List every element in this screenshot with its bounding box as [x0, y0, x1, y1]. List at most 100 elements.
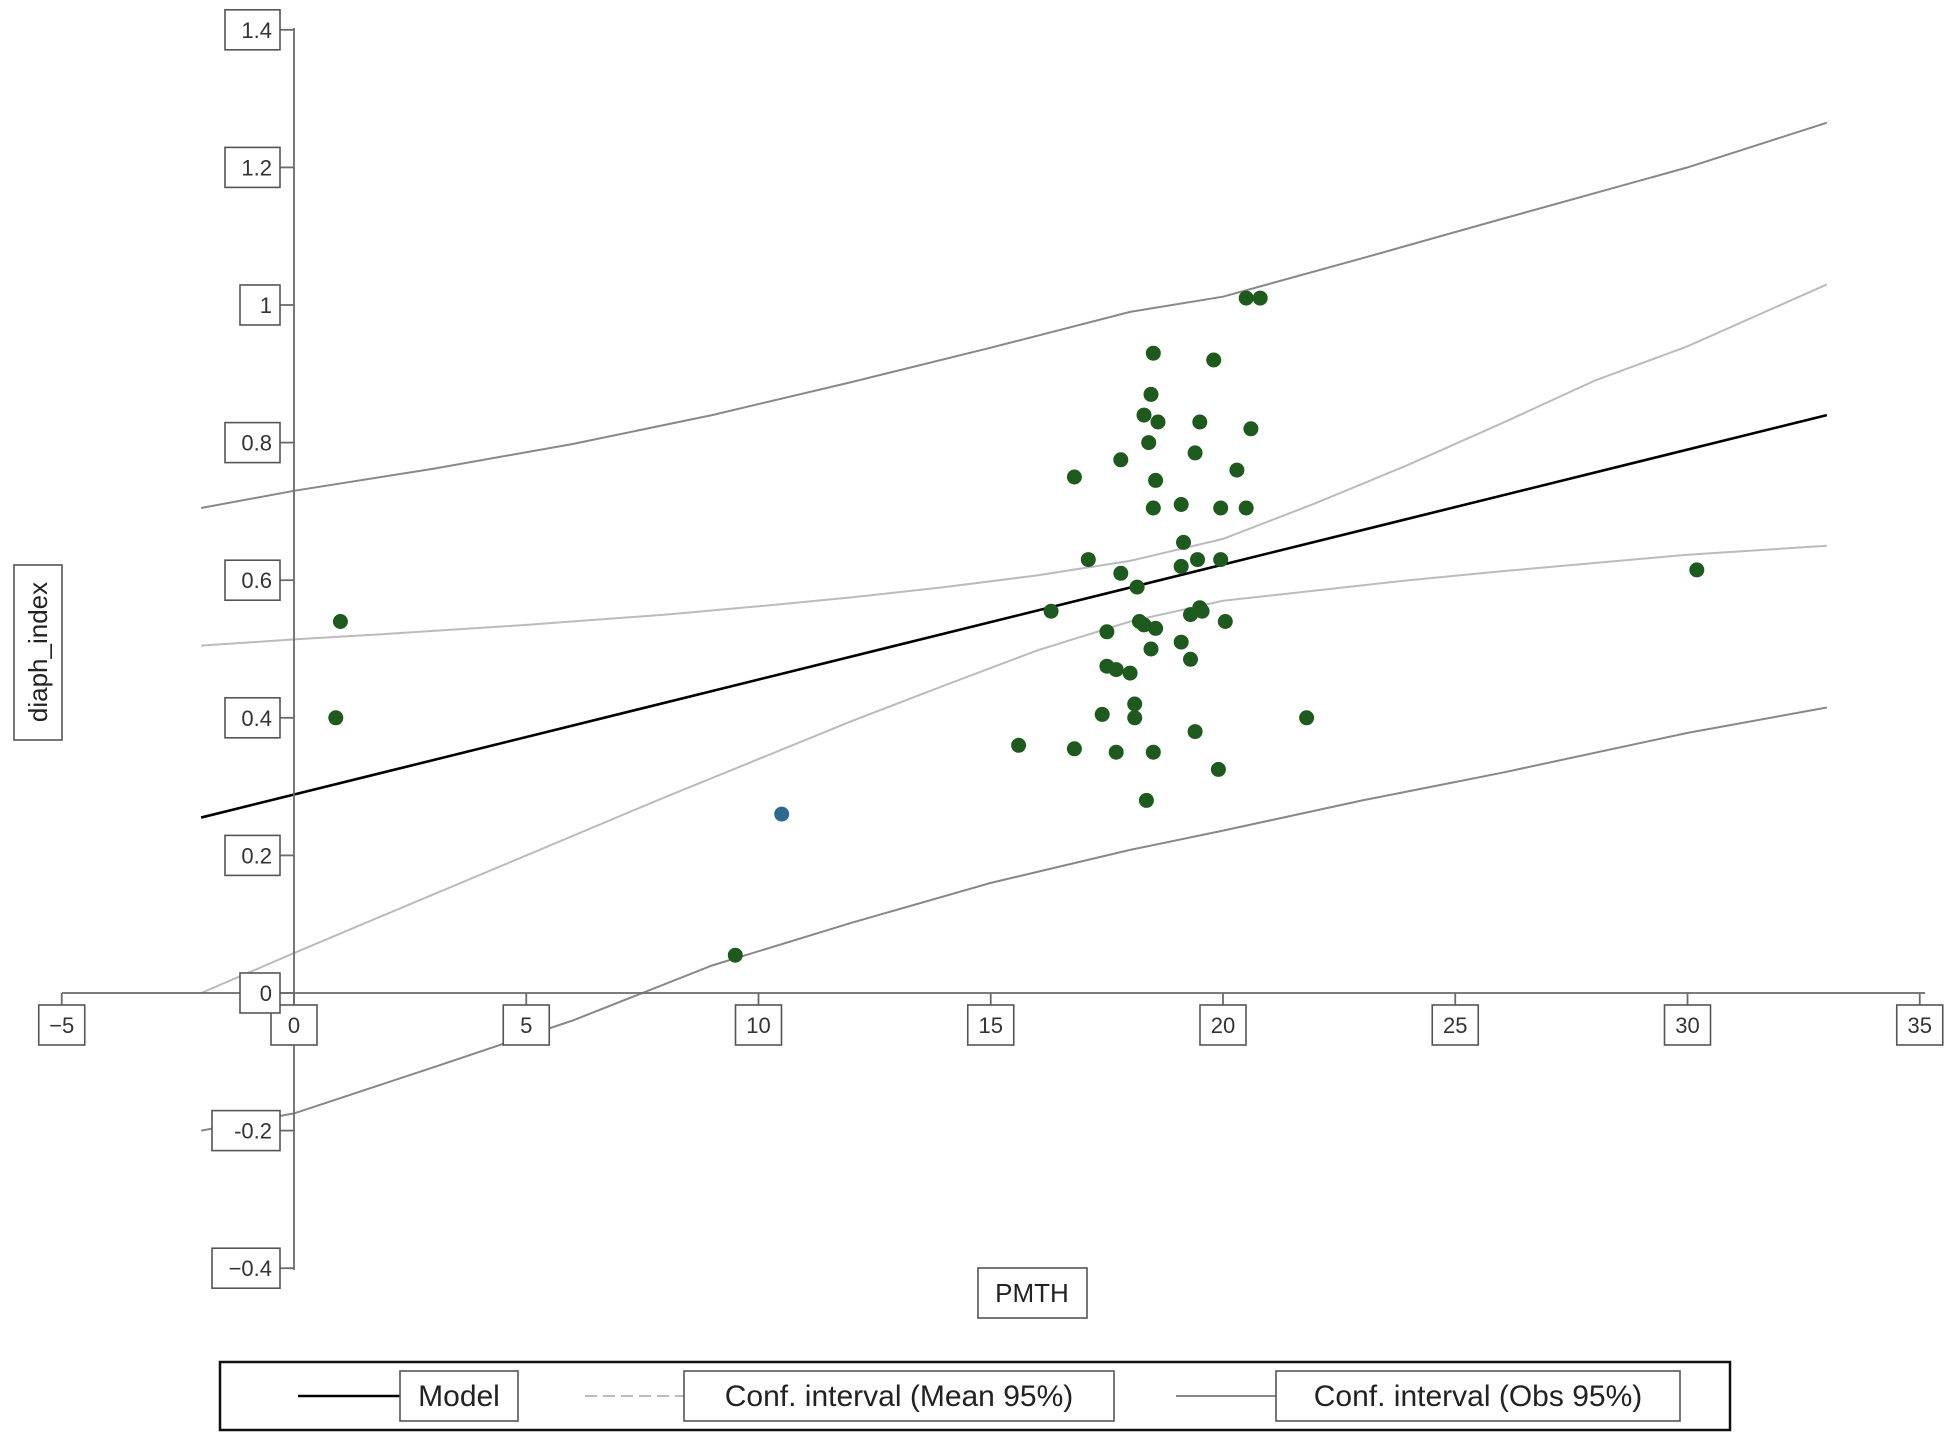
- data-point: [1192, 414, 1208, 430]
- data-point: [1141, 435, 1157, 451]
- legend-label-box: [683, 1370, 1115, 1422]
- data-point: [1150, 414, 1166, 430]
- data-point: [1080, 552, 1096, 568]
- x-tick-label: −5: [49, 1013, 74, 1038]
- y-tick-label: 0.2: [241, 843, 272, 868]
- y-tick-label: −0.4: [229, 1256, 272, 1281]
- data-point: [1011, 737, 1027, 753]
- y-tick-box: [224, 559, 281, 602]
- data-point: [1136, 407, 1152, 423]
- data-point: [1176, 534, 1191, 550]
- data-point: [1145, 500, 1161, 516]
- data-point: [1143, 386, 1159, 402]
- mean-ci-lower-line: [200, 544, 1827, 994]
- x-tick-box: [1199, 1004, 1247, 1046]
- y-tick-box: [211, 1109, 281, 1152]
- x-axis-label-group: PMTH: [977, 1267, 1088, 1319]
- data-point: [1113, 452, 1129, 468]
- data-point: [1299, 710, 1315, 726]
- x-tick-box: [1895, 1004, 1944, 1046]
- y-tick-label: 1: [260, 293, 272, 318]
- legend-label: Conf. interval (Obs 95%): [1314, 1380, 1642, 1413]
- y-tick-box: [224, 834, 281, 877]
- model-line: [200, 413, 1828, 819]
- data-point: [1148, 620, 1164, 636]
- y-tick-box: [239, 972, 281, 1014]
- x-tick-label: 15: [979, 1013, 1003, 1038]
- data-point: [1213, 500, 1229, 516]
- y-tick-label: 0.6: [241, 568, 272, 593]
- data-point: [1190, 552, 1205, 568]
- y-tick-box: [224, 421, 281, 464]
- data-points: [328, 290, 1705, 963]
- y-tick-box: [224, 146, 281, 189]
- legend-label: Conf. interval (Mean 95%): [725, 1380, 1074, 1413]
- data-point: [727, 947, 743, 963]
- data-point: [1213, 552, 1229, 568]
- obs-ci-lower-line: [200, 706, 1828, 1132]
- data-point: [328, 710, 344, 726]
- y-tick-label: 0: [260, 981, 272, 1006]
- model-line-group: [200, 413, 1828, 819]
- x-tick-box: [37, 1004, 86, 1046]
- y-tick-label: 0.8: [241, 431, 272, 456]
- x-axis-label: PMTH: [995, 1278, 1069, 1308]
- data-point: [1173, 558, 1189, 574]
- data-point: [1129, 579, 1145, 595]
- data-point: [1066, 469, 1082, 485]
- x-tick-label: 35: [1908, 1013, 1932, 1038]
- y-tick-box: [211, 1247, 281, 1289]
- data-point: [1127, 696, 1143, 712]
- data-point: [1094, 706, 1110, 722]
- x-tick-box: [1663, 1004, 1712, 1046]
- legend-label-box: [1275, 1370, 1681, 1422]
- data-point: [1173, 634, 1189, 650]
- y-tick-label: 0.4: [241, 706, 272, 731]
- data-point: [1238, 500, 1254, 516]
- y-axis-label: diaph_index: [23, 582, 53, 722]
- data-point: [1187, 445, 1203, 461]
- mean-ci-upper-line: [201, 283, 1828, 647]
- data-point: [1148, 472, 1164, 488]
- y-tick-box: [224, 696, 281, 739]
- data-point: [1138, 792, 1154, 808]
- data-point: [1145, 345, 1161, 361]
- data-point: [1122, 665, 1138, 681]
- data-point: [1238, 290, 1254, 306]
- obs-ci-upper-line: [200, 121, 1828, 509]
- confidence-curves: [200, 121, 1828, 1132]
- x-tick-box: [966, 1004, 1015, 1046]
- data-point: [1243, 421, 1259, 437]
- x-tick-label: 20: [1211, 1013, 1235, 1038]
- highlight-data-point: [774, 806, 790, 822]
- data-point: [1066, 741, 1082, 757]
- x-tick-label: 30: [1675, 1013, 1699, 1038]
- data-point: [1108, 744, 1124, 760]
- data-point: [1217, 614, 1233, 629]
- data-point: [1108, 662, 1124, 678]
- data-point: [1113, 565, 1129, 581]
- data-point: [1136, 617, 1152, 633]
- data-point: [1099, 624, 1115, 640]
- data-point: [1689, 562, 1705, 578]
- data-point: [1187, 724, 1203, 740]
- x-tick-box: [734, 1004, 783, 1046]
- x-tick-label: 0: [288, 1013, 300, 1038]
- y-tick-label: 1.4: [241, 18, 272, 43]
- data-point: [1173, 497, 1189, 512]
- data-point: [1143, 641, 1159, 657]
- y-tick-box: [224, 9, 281, 51]
- legend: Model Conf. interval (Mean 95%) Conf. inte…: [218, 1360, 1732, 1432]
- x-tick-label: 5: [520, 1013, 532, 1038]
- data-point: [1194, 603, 1210, 619]
- y-tick-label: 1.2: [241, 155, 272, 180]
- data-point: [1145, 744, 1161, 760]
- data-point: [1229, 462, 1245, 478]
- y-tick-box: [239, 284, 281, 326]
- y-axis-label-group: diaph_index: [13, 564, 63, 741]
- x-tick-box: [502, 1004, 551, 1046]
- data-point: [1043, 603, 1059, 619]
- data-point: [1252, 290, 1268, 306]
- legend-label-box: [399, 1370, 519, 1422]
